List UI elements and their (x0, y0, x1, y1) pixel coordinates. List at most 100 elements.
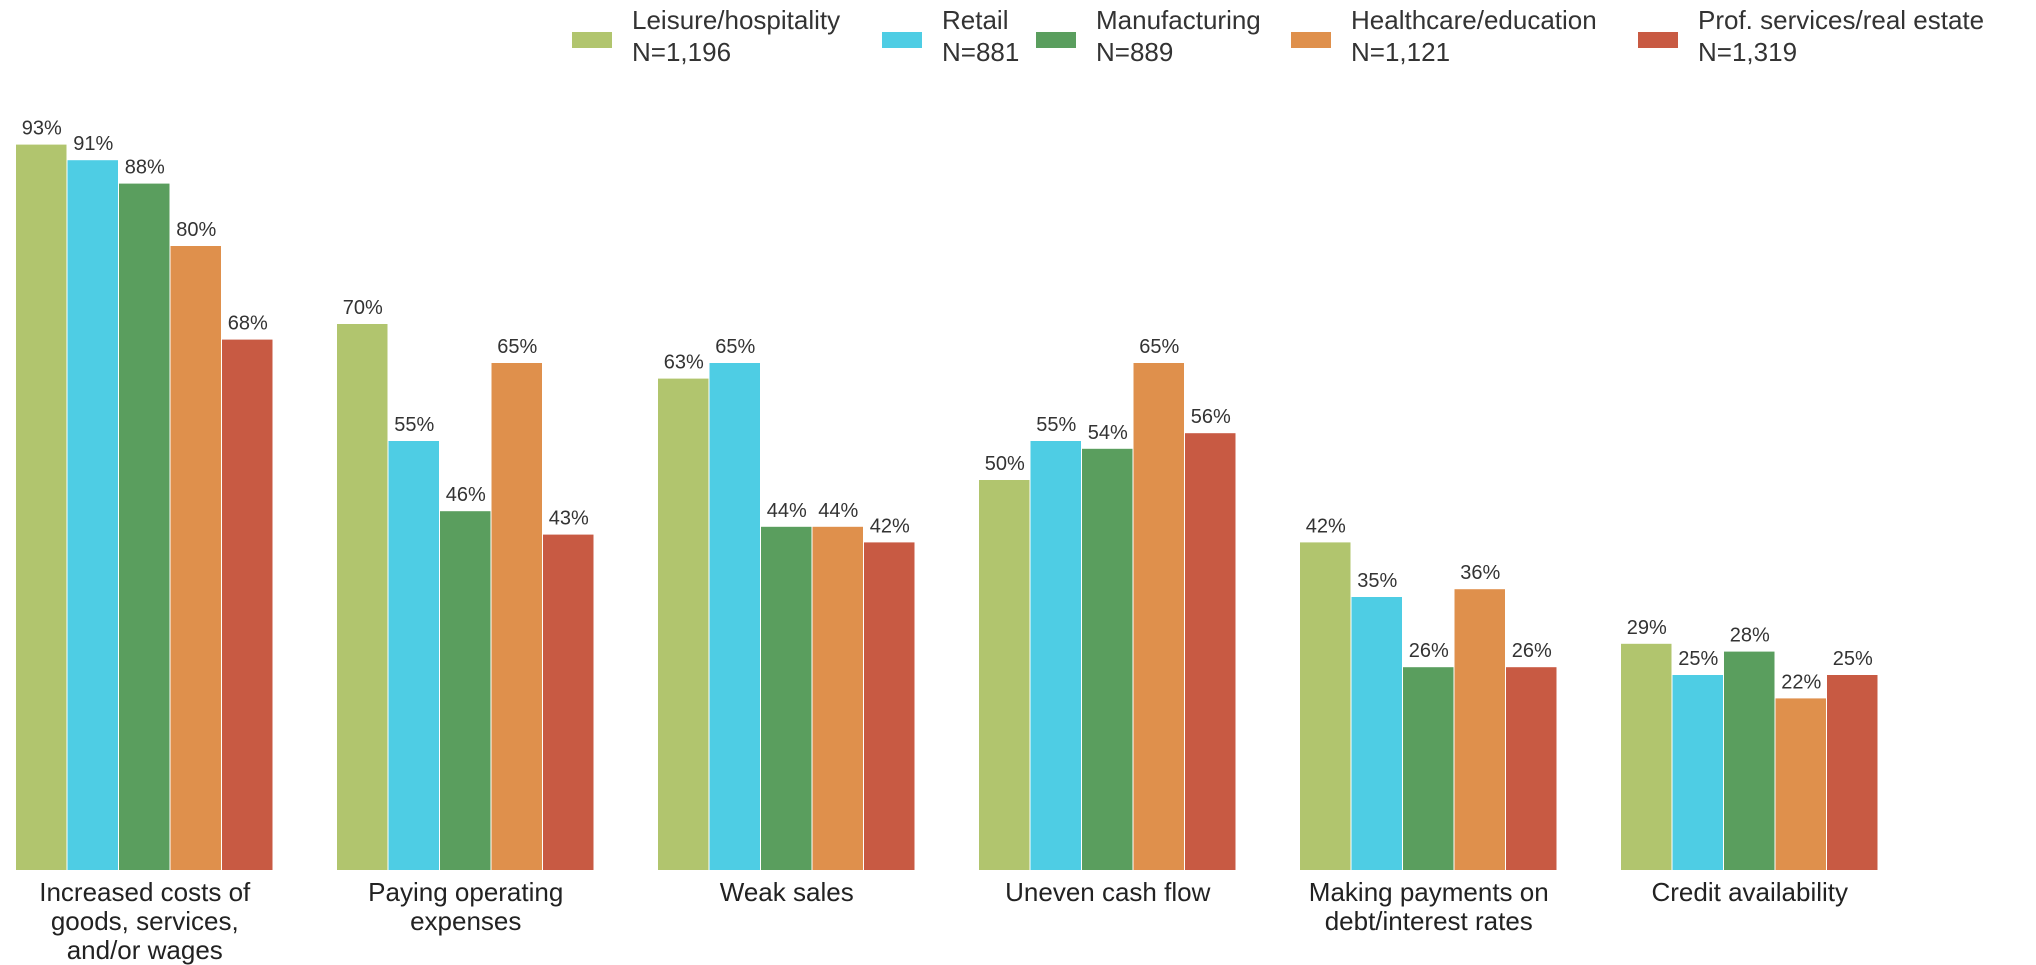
data-label: 25% (1678, 648, 1718, 670)
legend-series-n: N=881 (942, 37, 1019, 67)
bar-group-paying-operating-expenses: 70% 55% 46% 65% 43% (337, 297, 594, 870)
category-label-weak-sales: Weak sales (720, 877, 854, 907)
bar-prof-services-real-estate (1506, 667, 1557, 870)
category-label-line: and/or wages (67, 935, 223, 965)
data-label: 93% (22, 118, 62, 140)
data-label: 42% (1306, 515, 1346, 537)
data-label: 22% (1781, 671, 1821, 693)
bar-leisure-hospitality (1621, 643, 1672, 870)
data-label: 44% (818, 500, 858, 522)
data-label: 65% (497, 336, 537, 358)
legend-swatch (572, 32, 612, 48)
legend-swatch (1036, 32, 1076, 48)
category-label-line: Uneven cash flow (1005, 877, 1210, 907)
category-label-credit-availability: Credit availability (1651, 877, 1848, 907)
bar-prof-services-real-estate (864, 542, 915, 870)
bar-prof-services-real-estate (1185, 433, 1236, 870)
bar-leisure-hospitality (16, 144, 67, 871)
bar-leisure-hospitality (1300, 542, 1351, 870)
data-label: 55% (394, 414, 434, 436)
data-label: 80% (176, 219, 216, 241)
legend-series-n: N=889 (1096, 37, 1173, 67)
category-label-line: Weak sales (720, 877, 854, 907)
data-label: 65% (1139, 336, 1179, 358)
data-label: 43% (549, 508, 589, 530)
legend-swatch (1291, 32, 1331, 48)
data-label: 44% (767, 500, 807, 522)
data-label: 26% (1512, 640, 1552, 662)
bar-retail (709, 363, 760, 870)
category-label-line: debt/interest rates (1325, 906, 1533, 936)
data-label: 91% (73, 133, 113, 155)
bar-manufacturing (1724, 651, 1775, 870)
data-label: 65% (715, 336, 755, 358)
data-label: 55% (1036, 414, 1076, 436)
data-label: 54% (1088, 422, 1128, 444)
bar-manufacturing (1082, 448, 1133, 870)
bar-manufacturing (119, 183, 170, 871)
bar-prof-services-real-estate (543, 534, 594, 870)
legend-series-n: N=1,196 (632, 37, 731, 67)
bar-groups: 93% 91% 88% 80% 68% 70% 55% 46% 65% 43% 63% 65% 44% 4… (16, 118, 1878, 871)
bar-manufacturing (761, 526, 812, 870)
bar-group-uneven-cash-flow: 50% 55% 54% 65% 56% (979, 336, 1236, 870)
data-label: 28% (1730, 625, 1770, 647)
data-label: 88% (125, 157, 165, 179)
bar-group-weak-sales: 63% 65% 44% 44% 42% (658, 336, 915, 870)
bar-group-credit-availability: 29% 25% 28% 22% 25% (1621, 617, 1878, 870)
bar-healthcare-education (170, 246, 221, 870)
data-label: 35% (1357, 570, 1397, 592)
bar-group-making-payments-on-debt-interest-rates: 42% 35% 26% 36% 26% (1300, 515, 1557, 870)
data-label: 68% (228, 313, 268, 335)
bar-healthcare-education (1133, 363, 1184, 870)
legend-series-n: N=1,319 (1698, 37, 1797, 67)
data-label: 42% (870, 515, 910, 537)
bar-retail (1030, 441, 1081, 870)
bar-manufacturing (440, 511, 491, 870)
bar-group-increased-costs-of-goods-services-and-or-wages: 93% 91% 88% 80% 68% (16, 118, 273, 871)
category-label-line: Paying operating (368, 877, 563, 907)
bar-retail (388, 441, 439, 870)
bar-retail (1351, 597, 1402, 870)
category-label-line: Credit availability (1651, 877, 1848, 907)
legend-series-name: Leisure/hospitality (632, 5, 840, 35)
category-label-line: Making payments on (1309, 877, 1549, 907)
bar-leisure-hospitality (337, 324, 388, 870)
data-label: 25% (1833, 648, 1873, 670)
bar-retail (1672, 675, 1723, 870)
category-label-line: Increased costs of (39, 877, 251, 907)
bar-healthcare-education (1454, 589, 1505, 870)
data-label: 46% (446, 484, 486, 506)
data-label: 26% (1409, 640, 1449, 662)
bar-prof-services-real-estate (1827, 675, 1878, 870)
bar-prof-services-real-estate (222, 339, 273, 871)
legend-series-name: Prof. services/real estate (1698, 5, 1984, 35)
data-label: 36% (1460, 562, 1500, 584)
legend-series-name: Healthcare/education (1351, 5, 1597, 35)
bar-healthcare-education (491, 363, 542, 870)
legend-series-name: Manufacturing (1096, 5, 1261, 35)
legend-swatch (882, 32, 922, 48)
legend-swatch (1638, 32, 1678, 48)
legend-series-name: Retail (942, 5, 1008, 35)
bar-leisure-hospitality (658, 378, 709, 870)
bar-manufacturing (1403, 667, 1454, 870)
data-label: 50% (985, 453, 1025, 475)
bar-leisure-hospitality (979, 480, 1030, 870)
bar-healthcare-education (812, 526, 863, 870)
data-label: 29% (1627, 617, 1667, 639)
legend-series-n: N=1,121 (1351, 37, 1450, 67)
data-label: 70% (343, 297, 383, 319)
category-label-line: expenses (410, 906, 521, 936)
bar-healthcare-education (1775, 698, 1826, 870)
